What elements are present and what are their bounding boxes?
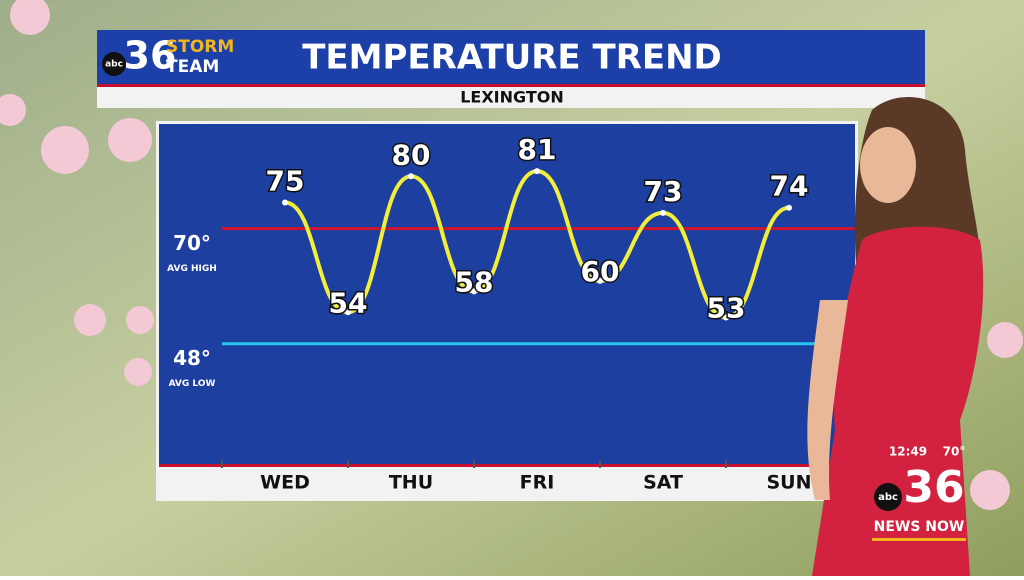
chart-subtitle: LEXINGTON — [460, 88, 564, 107]
reference-name: AVG LOW — [169, 379, 216, 389]
value-label: 58 — [455, 265, 494, 298]
point — [282, 199, 288, 206]
plot-area — [159, 124, 855, 464]
bug-name: NEWS NOW — [874, 519, 965, 535]
point — [660, 209, 666, 216]
bug-network: abc — [878, 492, 898, 503]
current-temp: 70° — [943, 445, 966, 459]
value-label: 74 — [770, 170, 809, 203]
bug-rule — [872, 538, 966, 541]
temperature-line — [284, 169, 790, 320]
point — [534, 168, 540, 175]
day-separators — [221, 460, 727, 468]
blossoms — [0, 0, 1023, 510]
team-line2: TEAM — [166, 57, 219, 77]
reference-label: 48° — [173, 346, 211, 370]
point — [408, 173, 414, 180]
bug-abc-logo — [874, 483, 902, 511]
channel: 36 — [124, 34, 177, 78]
value-label: 80 — [392, 138, 431, 171]
reference-name: AVG HIGH — [167, 264, 217, 274]
team-line1: STORM — [166, 37, 234, 57]
header-rule — [97, 84, 925, 87]
presenter — [807, 97, 984, 576]
abc-logo — [102, 52, 126, 76]
value-label: 73 — [644, 175, 683, 208]
point — [471, 288, 477, 295]
value-label: 53 — [707, 292, 746, 325]
time: 12:49 — [889, 445, 927, 459]
point — [597, 277, 603, 284]
x-tick-label: SAT — [643, 472, 683, 494]
point — [723, 314, 729, 321]
x-tick-label: WED — [260, 472, 310, 494]
value-label: 54 — [329, 286, 368, 319]
value-label: 60 — [581, 255, 620, 288]
network: abc — [105, 60, 123, 70]
x-tick-label: FRI — [520, 472, 555, 494]
plot-rule — [159, 464, 855, 467]
x-tick-label: THU — [389, 472, 433, 494]
header-bar — [97, 30, 925, 86]
point — [345, 309, 351, 316]
value-label: 75 — [266, 164, 305, 197]
value-label: 81 — [518, 133, 557, 166]
reference-label: 70° — [173, 231, 211, 255]
subtitle-bar — [97, 87, 925, 108]
point — [786, 204, 792, 211]
chart: 70° AVG HIGH 48° AVG LOW WED THU FRI SAT SUN 75 54… — [167, 132, 855, 494]
chart-title: TEMPERATURE TREND — [302, 38, 722, 78]
bug-channel: 36 — [903, 462, 964, 513]
x-tick-label: SUN — [766, 472, 811, 494]
